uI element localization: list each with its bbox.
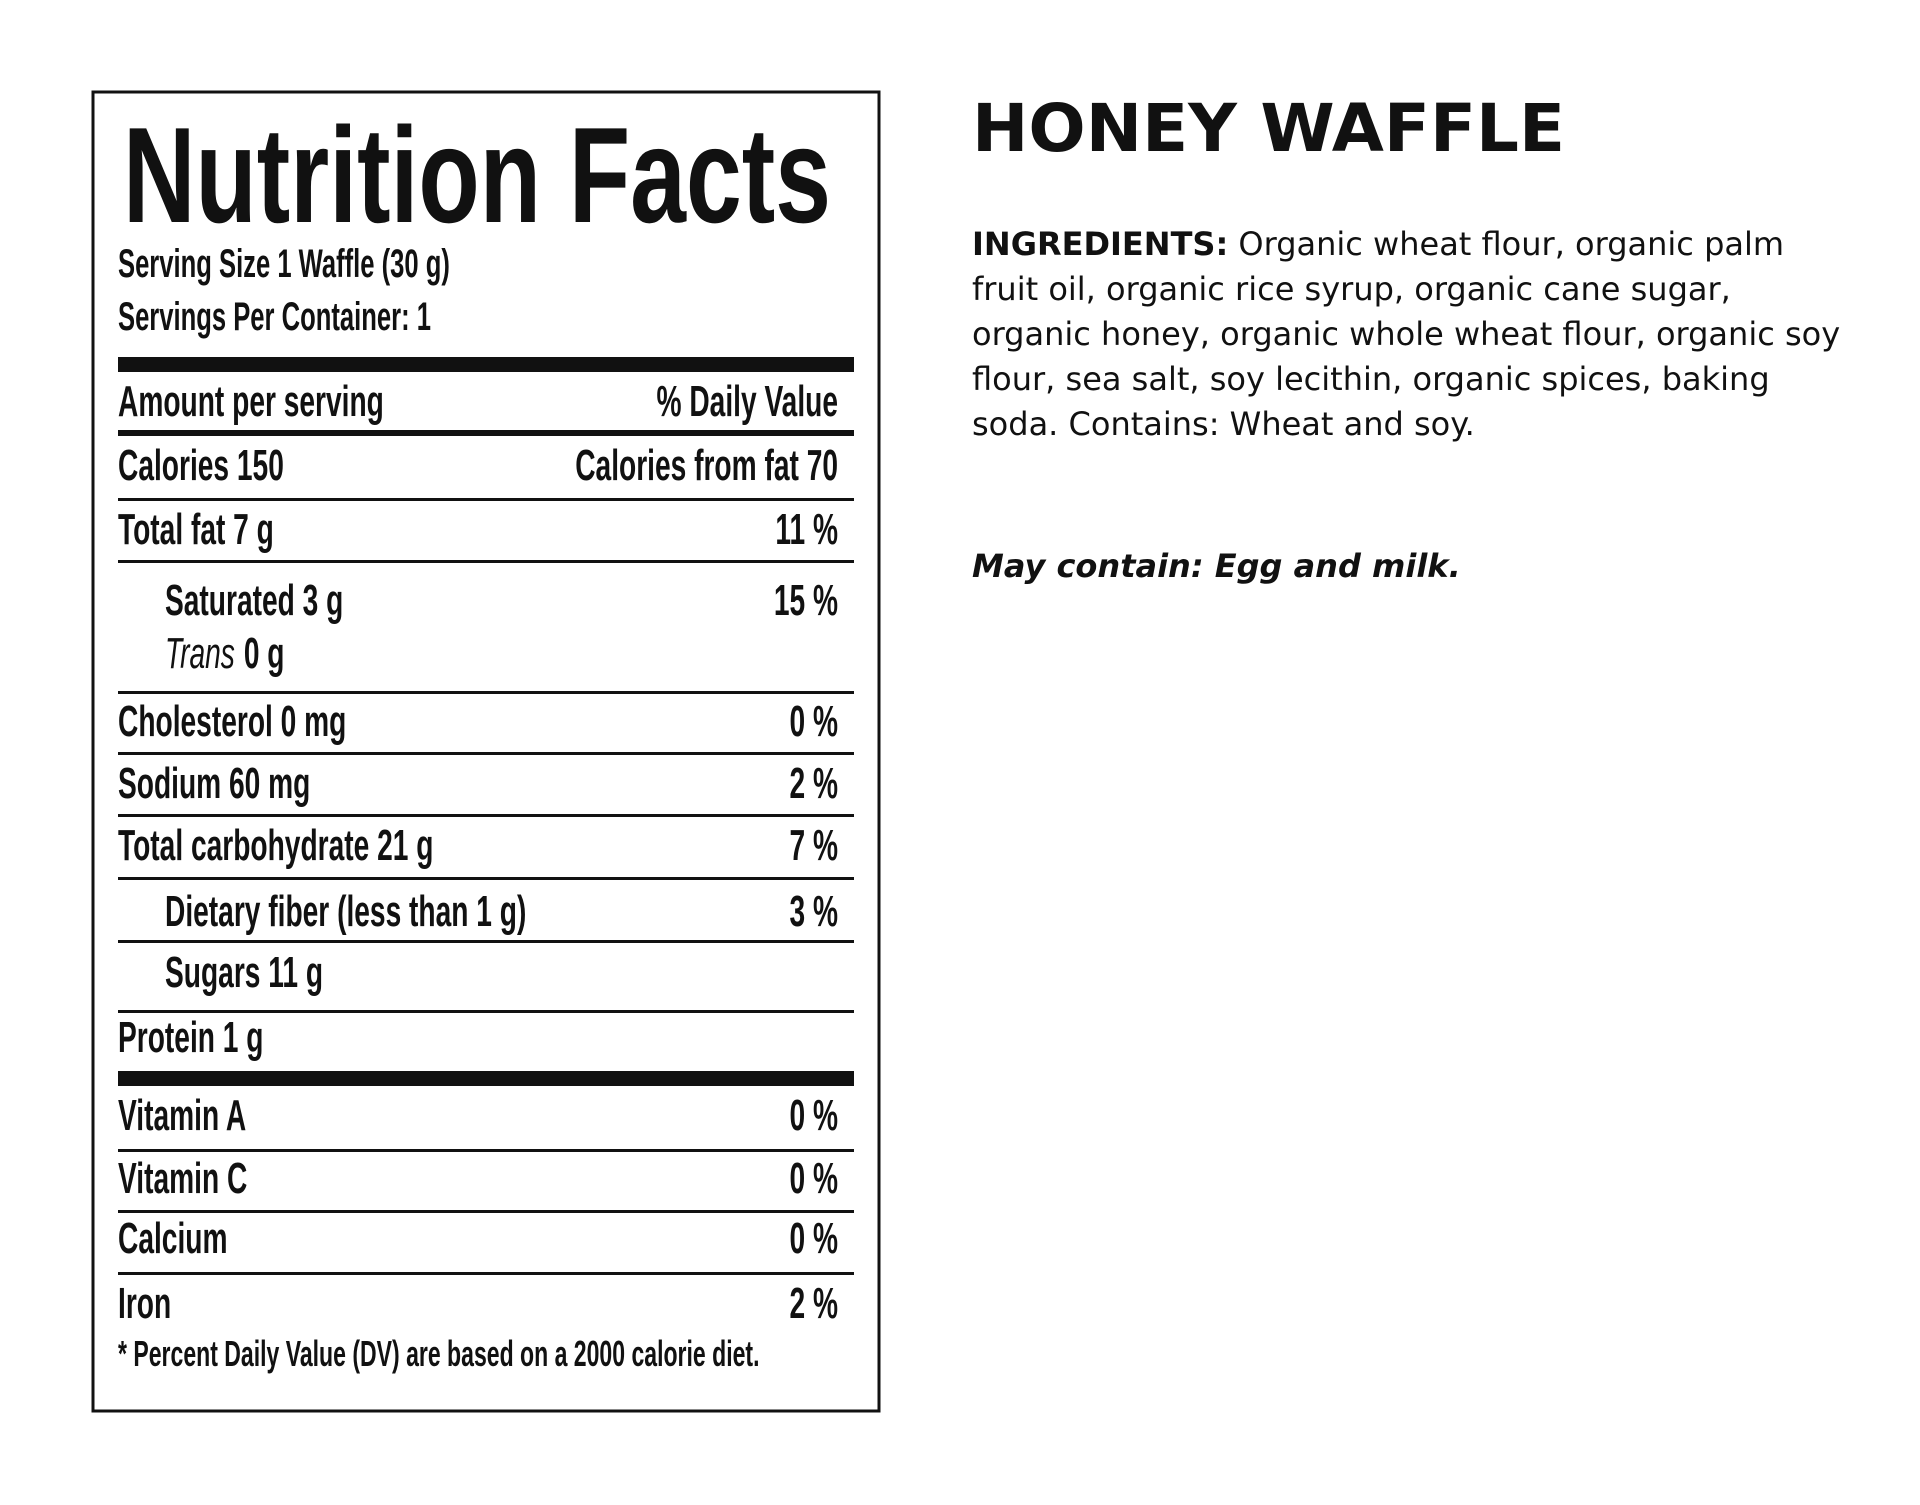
product-name: HONEY WAFFLE bbox=[972, 90, 1565, 167]
nutrient-dv: 15 % bbox=[774, 576, 838, 625]
vitamin-label: Calcium bbox=[118, 1214, 228, 1263]
calories-from-fat: Calories from fat 70 bbox=[575, 441, 838, 490]
label-title: Nutrition Facts bbox=[123, 99, 831, 251]
rule bbox=[118, 1149, 854, 1152]
vitamin-label: Iron bbox=[118, 1279, 171, 1328]
rule bbox=[118, 940, 854, 943]
vitamin-dv: 2 % bbox=[789, 1279, 838, 1328]
rule bbox=[118, 1010, 854, 1013]
serving-size: Serving Size 1 Waffle (30 g) bbox=[118, 242, 450, 286]
ingredients-heading: INGREDIENTS: bbox=[972, 225, 1229, 263]
rule bbox=[118, 430, 854, 436]
rule bbox=[118, 1210, 854, 1213]
label-border bbox=[91, 90, 881, 1413]
rule bbox=[118, 1071, 854, 1086]
rule bbox=[118, 1272, 854, 1275]
amount-header: Amount per serving bbox=[118, 377, 384, 426]
ingredients: INGREDIENTS: Organic wheat flour, organi… bbox=[972, 222, 1852, 447]
nutrient-label: Cholesterol 0 mg bbox=[118, 697, 346, 746]
nutrient-dv: 0 % bbox=[789, 697, 838, 746]
rule bbox=[118, 877, 854, 880]
vitamin-label: Vitamin A bbox=[118, 1091, 246, 1140]
rule bbox=[118, 691, 854, 694]
nutrient-label: Sugars 11 g bbox=[165, 948, 323, 997]
rule bbox=[118, 814, 854, 817]
nutrient-label: Trans 0 g bbox=[165, 629, 284, 678]
vitamin-dv: 0 % bbox=[789, 1154, 838, 1203]
vitamin-label: Vitamin C bbox=[118, 1154, 247, 1203]
rule bbox=[118, 498, 854, 501]
nutrient-amount: 0 g bbox=[244, 629, 285, 678]
dv-header: % Daily Value bbox=[657, 377, 838, 426]
rule bbox=[118, 752, 854, 755]
nutrient-label: Dietary fiber (less than 1 g) bbox=[165, 887, 526, 936]
vitamin-dv: 0 % bbox=[789, 1091, 838, 1140]
nutrient-label: Total carbohydrate 21 g bbox=[118, 821, 433, 870]
nutrient-label: Total fat 7 g bbox=[118, 505, 274, 554]
nutrient-label: Protein 1 g bbox=[118, 1013, 263, 1062]
nutrient-dv: 2 % bbox=[789, 759, 838, 808]
rule bbox=[118, 357, 854, 372]
allergen-note: May contain: Egg and milk. bbox=[972, 547, 1461, 585]
servings-per-container: Servings Per Container: 1 bbox=[118, 295, 431, 339]
ingredients-text: Organic wheat flour, organic palm fruit … bbox=[972, 225, 1841, 443]
nutrient-dv: 11 % bbox=[775, 505, 838, 554]
footnote: * Percent Daily Value (DV) are based on … bbox=[118, 1335, 759, 1374]
rule bbox=[118, 560, 854, 563]
nutrient-label: Sodium 60 mg bbox=[118, 759, 310, 808]
vitamin-dv: 0 % bbox=[789, 1214, 838, 1263]
nutrient-dv: 7 % bbox=[789, 821, 838, 870]
nutrient-italic: Trans bbox=[165, 629, 235, 678]
nutrient-dv: 3 % bbox=[789, 887, 838, 936]
nutrient-label: Saturated 3 g bbox=[165, 576, 343, 625]
calories: Calories 150 bbox=[118, 441, 284, 490]
